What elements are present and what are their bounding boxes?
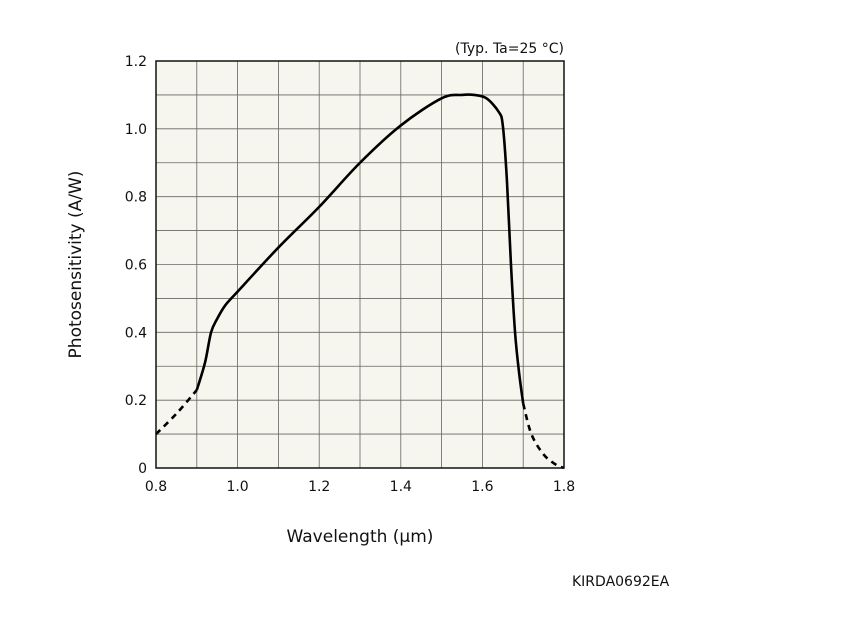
figure-code: KIRDA0692EA	[572, 574, 670, 590]
x-tick-label: 1.4	[390, 479, 412, 495]
y-tick-label: 1.0	[125, 122, 147, 138]
y-axis-label: Photosensitivity (A/W)	[66, 171, 86, 359]
x-tick-labels: 0.8 1.0 1.2 1.4 1.6 1.8	[145, 479, 575, 495]
x-tick-label: 0.8	[145, 479, 167, 495]
x-tick-label: 1.6	[471, 479, 493, 495]
y-tick-labels: 0 0.2 0.4 0.6 0.8 1.0 1.2	[125, 54, 147, 477]
y-tick-label: 0.2	[125, 393, 147, 409]
y-tick-label: 0.4	[125, 325, 147, 341]
condition-annotation: (Typ. Ta=25 °C)	[455, 41, 564, 57]
x-axis-label: Wavelength (µm)	[287, 527, 434, 547]
y-tick-label: 1.2	[125, 54, 147, 70]
x-tick-label: 1.2	[308, 479, 330, 495]
plot-frame	[155, 60, 565, 469]
grid	[156, 61, 564, 468]
series-lines	[155, 93, 565, 470]
y-tick-label: 0.8	[125, 190, 147, 206]
y-tick-label: 0.6	[125, 258, 147, 274]
y-tick-label: 0	[138, 461, 147, 477]
x-tick-label: 1.8	[553, 479, 575, 495]
x-tick-label: 1.0	[226, 479, 248, 495]
series-line-dashed	[521, 403, 565, 470]
series-line-solid	[195, 93, 525, 404]
